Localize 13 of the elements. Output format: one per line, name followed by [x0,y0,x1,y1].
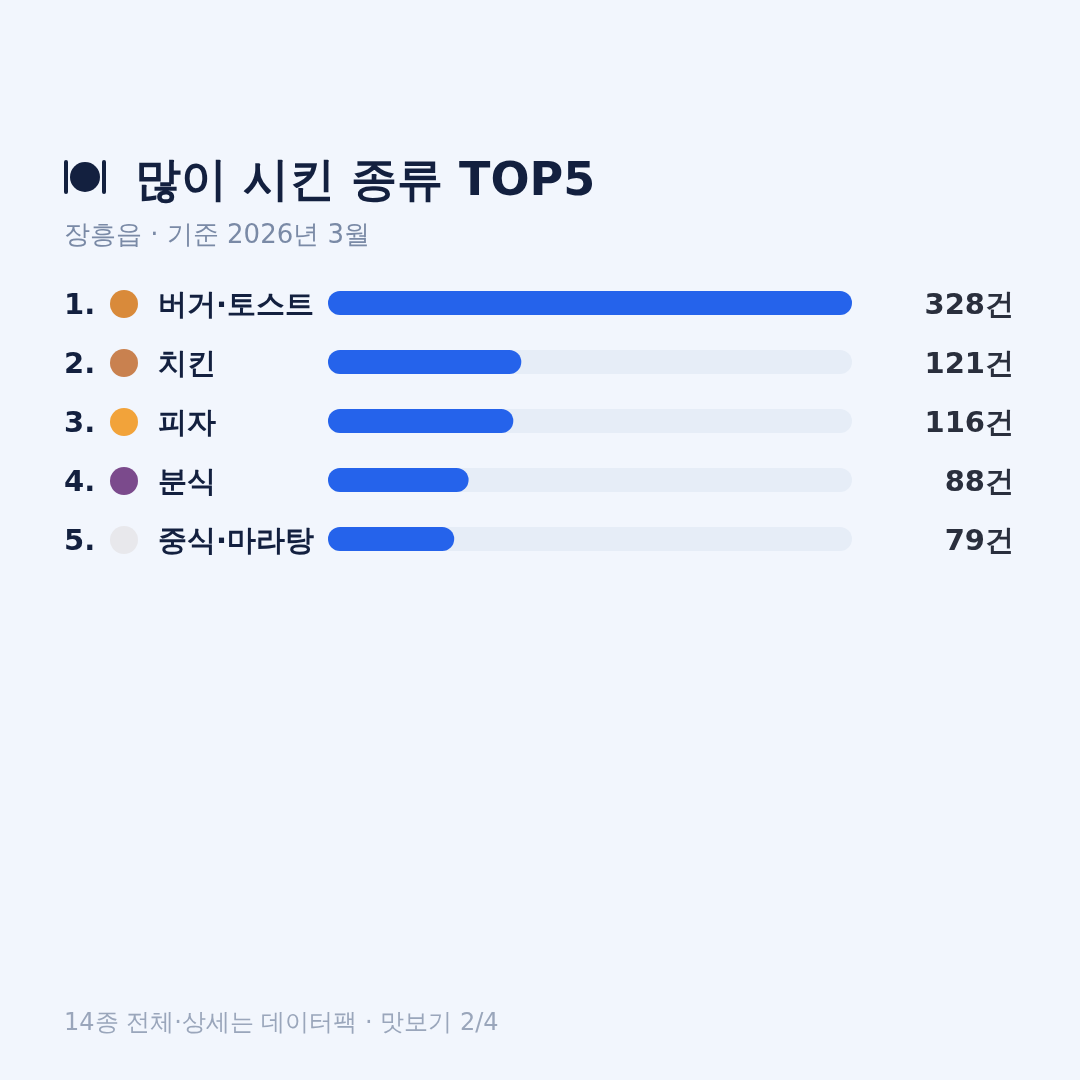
category-label: 4. 분식 [64,464,216,498]
category-label: 5. 중식·마라탕 [64,523,315,557]
data-label: 328건 [924,287,1014,321]
data-label: 121건 [924,346,1014,380]
data-label: 116건 [924,405,1014,439]
chart-title: 많이 시킨 종류 TOP5 [135,152,596,206]
category-label: 2. 치킨 [64,346,216,380]
data-label: 79건 [944,523,1014,557]
category-label: 3. 피자 [64,405,216,439]
chart-subtitle: 장흥읍 · 기준 2026년 3월 [64,219,371,249]
category-label: 1. 버거·토스트 [64,287,315,321]
text: 14종 전체·상세는 데이터팩 · 맛보기 2/4 [64,1008,499,1036]
data-label: 88건 [944,464,1014,498]
